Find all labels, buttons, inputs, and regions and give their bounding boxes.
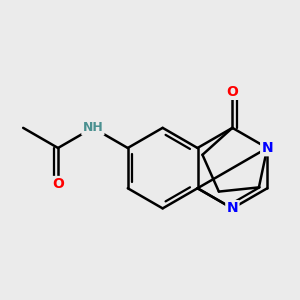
- Text: NH: NH: [82, 122, 103, 134]
- Text: O: O: [226, 85, 238, 99]
- Text: O: O: [52, 177, 64, 191]
- Text: N: N: [226, 201, 238, 215]
- Text: N: N: [262, 141, 273, 155]
